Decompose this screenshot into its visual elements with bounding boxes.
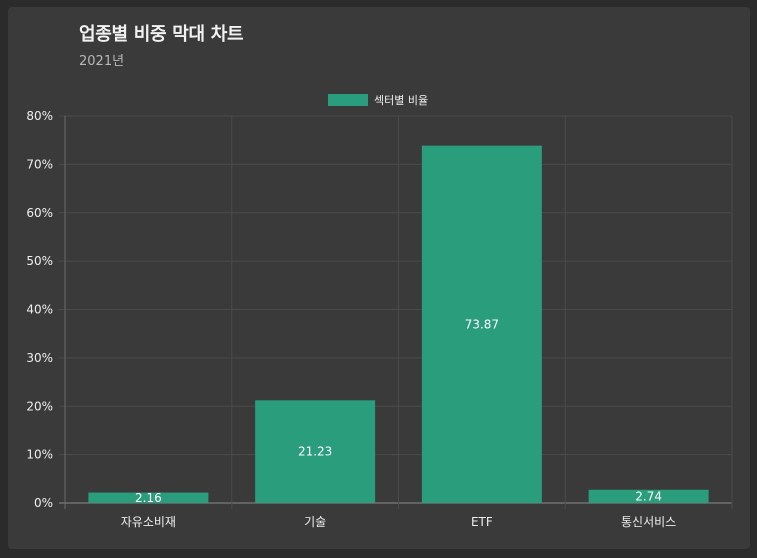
y-tick-label: 10% <box>26 448 53 462</box>
bar[interactable] <box>255 400 376 503</box>
legend-label: 섹터별 비율 <box>374 94 428 107</box>
y-tick-label: 0% <box>34 496 53 510</box>
x-tick-label: ETF <box>471 515 493 529</box>
y-tick-label: 70% <box>26 157 53 171</box>
legend-swatch <box>328 94 368 106</box>
y-tick-label: 20% <box>26 399 53 413</box>
data-label: 2.16 <box>135 491 162 505</box>
x-tick-label: 통신서비스 <box>621 515 676 529</box>
x-tick-label: 기술 <box>304 515 326 529</box>
bar[interactable] <box>88 492 209 503</box>
chart-subtitle: 2021년 <box>79 54 125 69</box>
data-label: 2.74 <box>635 489 662 503</box>
y-tick-label: 40% <box>26 303 53 317</box>
chart-title: 업종별 비중 막대 차트 <box>79 24 244 45</box>
y-tick-label: 60% <box>26 206 53 220</box>
bar[interactable] <box>421 145 542 503</box>
chart-card <box>8 7 750 549</box>
data-label: 73.87 <box>465 317 499 331</box>
y-tick-label: 50% <box>26 254 53 268</box>
data-label: 21.23 <box>298 445 332 459</box>
y-tick-label: 30% <box>26 351 53 365</box>
x-tick-label: 자유소비재 <box>121 515 176 529</box>
bar[interactable] <box>588 489 709 503</box>
y-tick-label: 80% <box>26 109 53 123</box>
